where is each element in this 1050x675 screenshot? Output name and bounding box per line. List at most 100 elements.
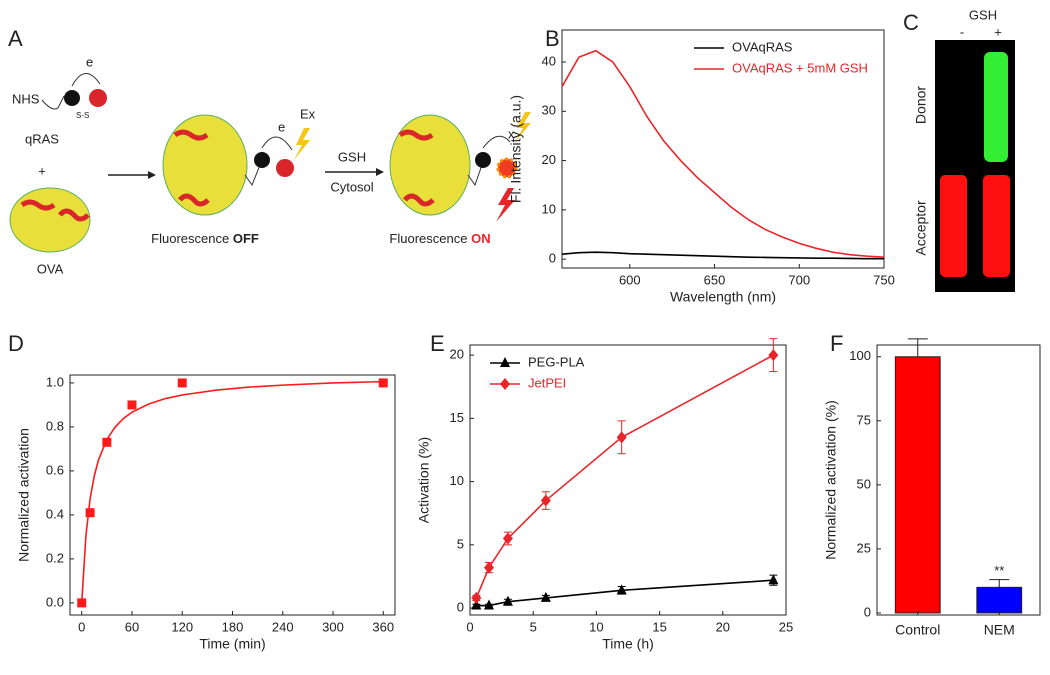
donor-dot bbox=[475, 152, 491, 168]
tube-green bbox=[984, 52, 1008, 162]
arrow bbox=[261, 136, 293, 151]
x-tick-label: 700 bbox=[788, 272, 810, 287]
x-tick-label: 60 bbox=[125, 619, 139, 634]
panel-label: B bbox=[545, 26, 560, 51]
y-tick-label: 25 bbox=[857, 540, 871, 555]
scheme-text: S-S bbox=[76, 111, 89, 120]
x-tick-label: 240 bbox=[272, 619, 294, 634]
y-tick-label: 40 bbox=[542, 53, 556, 68]
legend-label: JetPEI bbox=[528, 375, 566, 390]
y-tick-label: 0 bbox=[864, 604, 871, 619]
scheme-text: NHS bbox=[12, 91, 40, 106]
series-line bbox=[80, 380, 384, 603]
x-tick-label: 0 bbox=[78, 619, 85, 634]
x-tick-label: 650 bbox=[704, 272, 726, 287]
scheme-text: OVA bbox=[37, 261, 64, 276]
lane-label: + bbox=[994, 24, 1002, 39]
x-tick-label: 15 bbox=[652, 619, 666, 634]
y-tick-label: 0.2 bbox=[46, 550, 64, 565]
marker bbox=[502, 532, 513, 545]
x-tick-label: 25 bbox=[779, 619, 793, 634]
row-label: Acceptor bbox=[913, 200, 929, 256]
arrow bbox=[71, 73, 101, 87]
scheme-text: Cytosol bbox=[330, 179, 373, 194]
x-tick-label: 120 bbox=[171, 619, 193, 634]
series-line bbox=[561, 49, 885, 258]
bar bbox=[894, 356, 941, 614]
y-tick-label: 75 bbox=[857, 412, 871, 427]
marker bbox=[500, 378, 510, 390]
y-tick-label: 1.0 bbox=[46, 374, 64, 389]
marker bbox=[483, 599, 494, 610]
y-tick-label: 20 bbox=[450, 347, 464, 362]
panel-label: D bbox=[8, 331, 24, 356]
y-tick-label: 0.0 bbox=[46, 594, 64, 609]
y-axis-label: Fl. Intensity (a.u.) bbox=[508, 95, 524, 203]
lane-label: - bbox=[960, 24, 964, 39]
helix bbox=[20, 199, 90, 222]
donor-dot bbox=[64, 90, 80, 106]
acceptor-dot bbox=[276, 159, 294, 177]
y-tick-label: 15 bbox=[450, 410, 464, 425]
marker bbox=[471, 599, 482, 610]
bolt bbox=[294, 128, 310, 160]
y-axis-label: Normalized activation (%) bbox=[823, 400, 839, 560]
tube-red bbox=[983, 175, 1010, 277]
row-label: Donor bbox=[913, 86, 929, 124]
protein bbox=[389, 114, 471, 216]
y-tick-label: 30 bbox=[542, 103, 556, 118]
scheme-text: Fluorescence bbox=[389, 231, 471, 246]
plot-frame bbox=[469, 344, 787, 616]
series-line bbox=[561, 251, 884, 260]
bolt bbox=[515, 112, 531, 142]
y-tick-label: 10 bbox=[450, 473, 464, 488]
marker bbox=[177, 378, 187, 388]
x-tick-label: NEM bbox=[984, 622, 1015, 638]
donor-dot bbox=[254, 152, 270, 168]
scheme-text: OFF bbox=[233, 231, 259, 246]
annotation: ** bbox=[994, 563, 1004, 578]
scheme-text: Fluorescence bbox=[151, 231, 233, 246]
x-tick-label: 300 bbox=[322, 619, 344, 634]
scheme-text: Fluorescence ON bbox=[389, 231, 490, 246]
scheme-text: qRAS bbox=[25, 131, 59, 146]
helix bbox=[173, 129, 210, 207]
y-tick-label: 0 bbox=[457, 599, 464, 614]
scheme-text: Ex bbox=[300, 106, 316, 121]
x-axis-label: Time (min) bbox=[199, 636, 265, 652]
x-tick-label: Control bbox=[895, 622, 940, 638]
legend-label: OVAqRAS + 5mM GSH bbox=[732, 60, 868, 75]
bar bbox=[976, 586, 1023, 614]
legend-label: PEG-PLA bbox=[528, 354, 585, 369]
marker bbox=[85, 508, 95, 518]
y-tick-label: 0.4 bbox=[46, 506, 64, 521]
gel: C GSH - + Donor Acceptor bbox=[903, 7, 1015, 292]
marker bbox=[616, 431, 627, 444]
gel-header: GSH bbox=[969, 7, 997, 22]
y-tick-label: 0.8 bbox=[46, 418, 64, 433]
x-tick-label: 180 bbox=[222, 619, 244, 634]
marker bbox=[378, 378, 388, 388]
marker bbox=[540, 591, 551, 602]
panel-label: F bbox=[830, 331, 843, 356]
linker bbox=[467, 161, 484, 187]
y-tick-label: 20 bbox=[542, 152, 556, 167]
scheme-text: GSH bbox=[338, 149, 366, 164]
scheme-text: + bbox=[38, 163, 46, 178]
marker bbox=[483, 561, 494, 574]
y-tick-label: 50 bbox=[857, 476, 871, 491]
y-tick-label: 10 bbox=[542, 201, 556, 216]
x-tick-label: 360 bbox=[372, 619, 394, 634]
arrowhead bbox=[148, 171, 156, 179]
marker bbox=[540, 494, 551, 507]
legend-label: OVAqRAS bbox=[732, 39, 793, 54]
plot-frame bbox=[561, 29, 885, 269]
scheme-text: e bbox=[86, 54, 93, 69]
x-tick-label: 750 bbox=[873, 272, 895, 287]
arrow bbox=[482, 135, 511, 149]
error-bar bbox=[907, 338, 928, 357]
error-bar bbox=[989, 579, 1010, 588]
linker bbox=[41, 95, 65, 110]
